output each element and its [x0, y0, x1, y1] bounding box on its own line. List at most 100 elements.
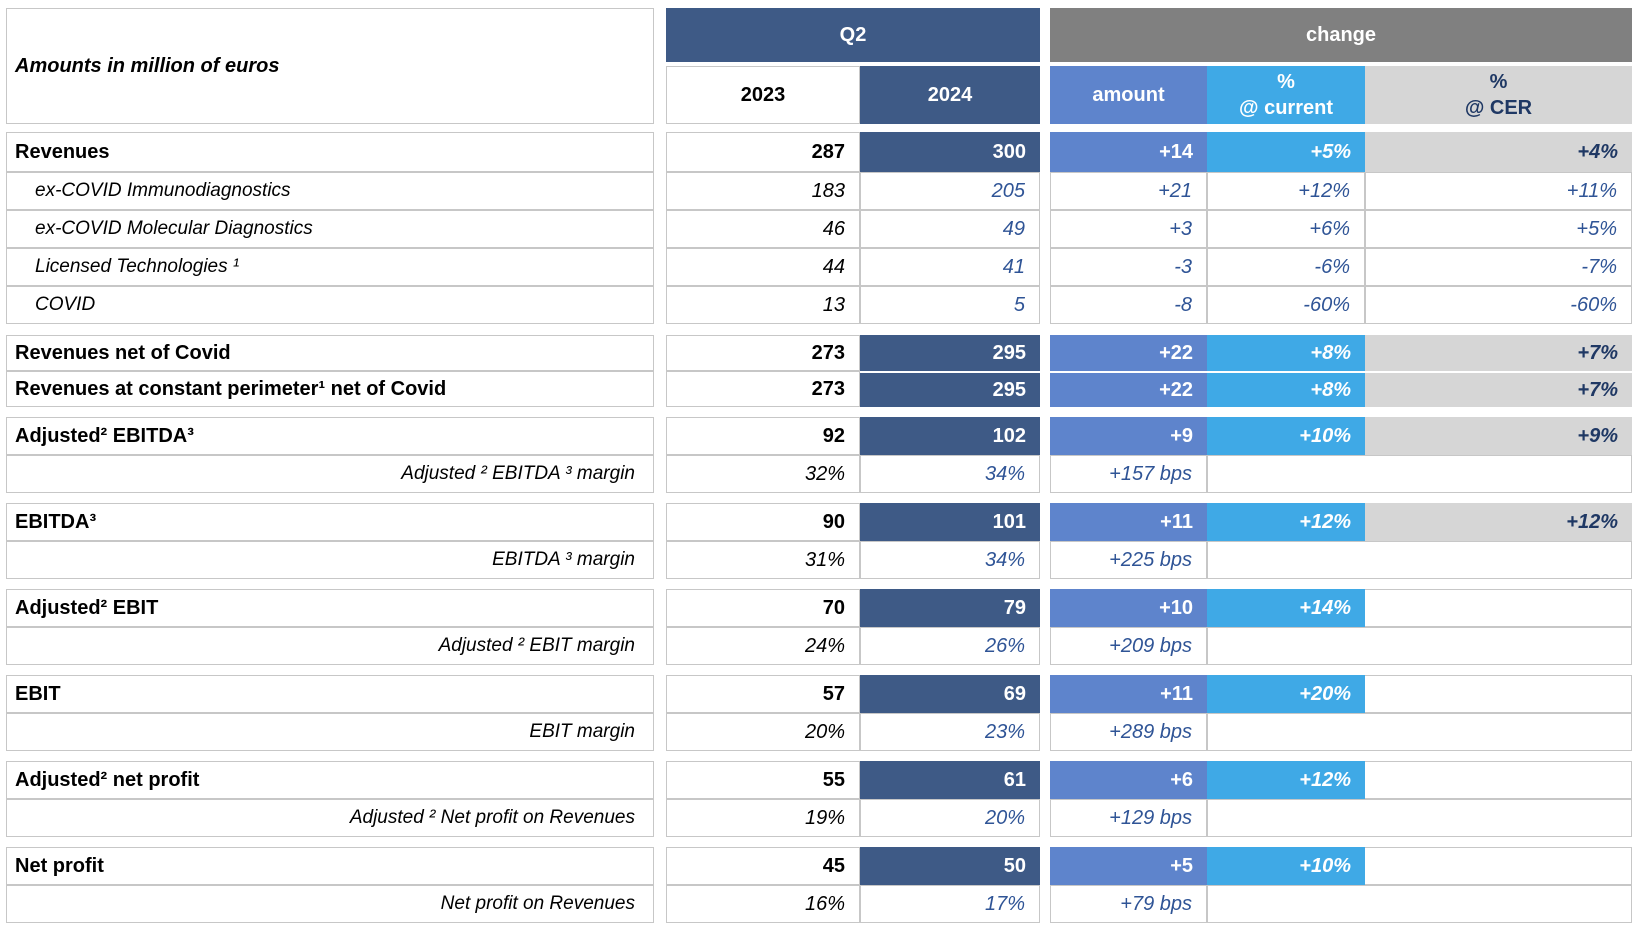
cell-2023: 287	[666, 132, 860, 172]
cell-pct-cer: +12%	[1365, 503, 1632, 541]
cell-amount: +209 bps	[1050, 627, 1207, 665]
cell-2024: 17%	[860, 885, 1040, 923]
net-profit-block: Net profit Net profit on Revenues 45 50 …	[6, 847, 1632, 923]
cell-pct-cer: +5%	[1365, 210, 1632, 248]
cell-amount: +22	[1050, 371, 1207, 407]
cell-2024: 205	[860, 172, 1040, 210]
cell-pct-cer: +4%	[1365, 132, 1632, 172]
adjusted-ebitda-block: Adjusted² EBITDA³ Adjusted ² EBITDA ³ ma…	[6, 417, 1632, 493]
cell-amount: -8	[1050, 286, 1207, 324]
cell-2024: 69	[860, 675, 1040, 713]
cell-2023: 32%	[666, 455, 860, 493]
ebit-block: EBIT EBIT margin 57 69 20% 23% +11 +20% …	[6, 675, 1632, 751]
column-gutter	[654, 8, 666, 124]
row-adjusted-ebitda-margin-label: Adjusted ² EBITDA ³ margin	[6, 455, 654, 493]
cell-amount: +5	[1050, 847, 1207, 885]
cell-2023: 24%	[666, 627, 860, 665]
cell-2023: 13	[666, 286, 860, 324]
adjusted-ebit-block: Adjusted² EBIT Adjusted ² EBIT margin 70…	[6, 589, 1632, 665]
row-ebit-label: EBIT	[6, 675, 654, 713]
col-header-2023: 2023	[666, 66, 860, 124]
cell-amount: +10	[1050, 589, 1207, 627]
change-group-header: change	[1050, 8, 1632, 66]
row-revenues-constant-perimeter-label: Revenues at constant perimeter¹ net of C…	[6, 371, 654, 407]
cell-2023: 55	[666, 761, 860, 799]
q2-group-header: Q2	[666, 8, 1040, 66]
cell-pct-current: +10%	[1207, 847, 1365, 885]
cell-amount: +11	[1050, 675, 1207, 713]
cell-pct-current: +12%	[1207, 761, 1365, 799]
row-excovid-molecular-label: ex-COVID Molecular Diagnostics	[6, 210, 654, 248]
cell-amount: +129 bps	[1050, 799, 1207, 837]
cell-2024: 79	[860, 589, 1040, 627]
cell-2024: 295	[860, 371, 1040, 407]
cell-amount: +289 bps	[1050, 713, 1207, 751]
cell-pct-current: +8%	[1207, 335, 1365, 371]
cell-empty	[1365, 589, 1632, 627]
cell-amount: -3	[1050, 248, 1207, 286]
cell-pct-cer: +11%	[1365, 172, 1632, 210]
cell-2023: 31%	[666, 541, 860, 579]
cell-2024: 41	[860, 248, 1040, 286]
col-header-2024: 2024	[860, 66, 1040, 124]
row-adjusted-net-profit-margin-label: Adjusted ² Net profit on Revenues	[6, 799, 654, 837]
cell-pct-current: +14%	[1207, 589, 1365, 627]
cell-pct-current: +5%	[1207, 132, 1365, 172]
cell-amount: +79 bps	[1050, 885, 1207, 923]
cell-2024: 5	[860, 286, 1040, 324]
row-adjusted-net-profit-label: Adjusted² net profit	[6, 761, 654, 799]
row-adjusted-ebitda-label: Adjusted² EBITDA³	[6, 417, 654, 455]
cell-2024: 26%	[860, 627, 1040, 665]
cell-amount: +22	[1050, 335, 1207, 371]
cell-pct-cer: +7%	[1365, 371, 1632, 407]
cell-amount: +14	[1050, 132, 1207, 172]
col-header-pct-cer: % @ CER	[1365, 66, 1632, 124]
cell-empty	[1365, 761, 1632, 799]
row-ebitda-label: EBITDA³	[6, 503, 654, 541]
row-excovid-immunodiagnostics-label: ex-COVID Immunodiagnostics	[6, 172, 654, 210]
cell-2023: 44	[666, 248, 860, 286]
row-net-profit-margin-label: Net profit on Revenues	[6, 885, 654, 923]
row-revenues-net-covid-label: Revenues net of Covid	[6, 335, 654, 371]
cell-empty	[1365, 675, 1632, 713]
cell-2024: 295	[860, 335, 1040, 371]
cell-pct-current: +12%	[1207, 503, 1365, 541]
cell-pct-cer: -7%	[1365, 248, 1632, 286]
cell-pct-current: +20%	[1207, 675, 1365, 713]
cell-amount: +11	[1050, 503, 1207, 541]
row-revenues-label: Revenues	[6, 132, 654, 172]
cell-2024: 20%	[860, 799, 1040, 837]
cell-empty	[1207, 541, 1632, 579]
cell-empty	[1207, 713, 1632, 751]
row-licensed-technologies-label: Licensed Technologies ¹	[6, 248, 654, 286]
revenues-block: Revenues ex-COVID Immunodiagnostics ex-C…	[6, 132, 1632, 324]
cell-2024: 300	[860, 132, 1040, 172]
cell-amount: +225 bps	[1050, 541, 1207, 579]
cell-pct-cer: +9%	[1365, 417, 1632, 455]
cell-2023: 183	[666, 172, 860, 210]
row-covid-label: COVID	[6, 286, 654, 324]
cell-empty	[1207, 455, 1632, 493]
ebitda-block: EBITDA³ EBITDA ³ margin 90 101 31% 34% +…	[6, 503, 1632, 579]
cell-pct-current: +12%	[1207, 172, 1365, 210]
cell-2023: 273	[666, 371, 860, 407]
cell-2023: 90	[666, 503, 860, 541]
cell-pct-current: +10%	[1207, 417, 1365, 455]
cell-pct-current: -60%	[1207, 286, 1365, 324]
cell-amount: +9	[1050, 417, 1207, 455]
cell-amount: +6	[1050, 761, 1207, 799]
row-net-profit-label: Net profit	[6, 847, 654, 885]
cell-empty	[1207, 799, 1632, 837]
cell-pct-cer: +7%	[1365, 335, 1632, 371]
table-title: Amounts in million of euros	[6, 8, 654, 124]
cell-2024: 61	[860, 761, 1040, 799]
cell-2023: 92	[666, 417, 860, 455]
cell-2023: 46	[666, 210, 860, 248]
row-ebitda-margin-label: EBITDA ³ margin	[6, 541, 654, 579]
row-adjusted-ebit-label: Adjusted² EBIT	[6, 589, 654, 627]
cell-pct-cer: -60%	[1365, 286, 1632, 324]
cell-amount: +3	[1050, 210, 1207, 248]
cell-2023: 45	[666, 847, 860, 885]
cell-amount: +157 bps	[1050, 455, 1207, 493]
cell-2023: 16%	[666, 885, 860, 923]
